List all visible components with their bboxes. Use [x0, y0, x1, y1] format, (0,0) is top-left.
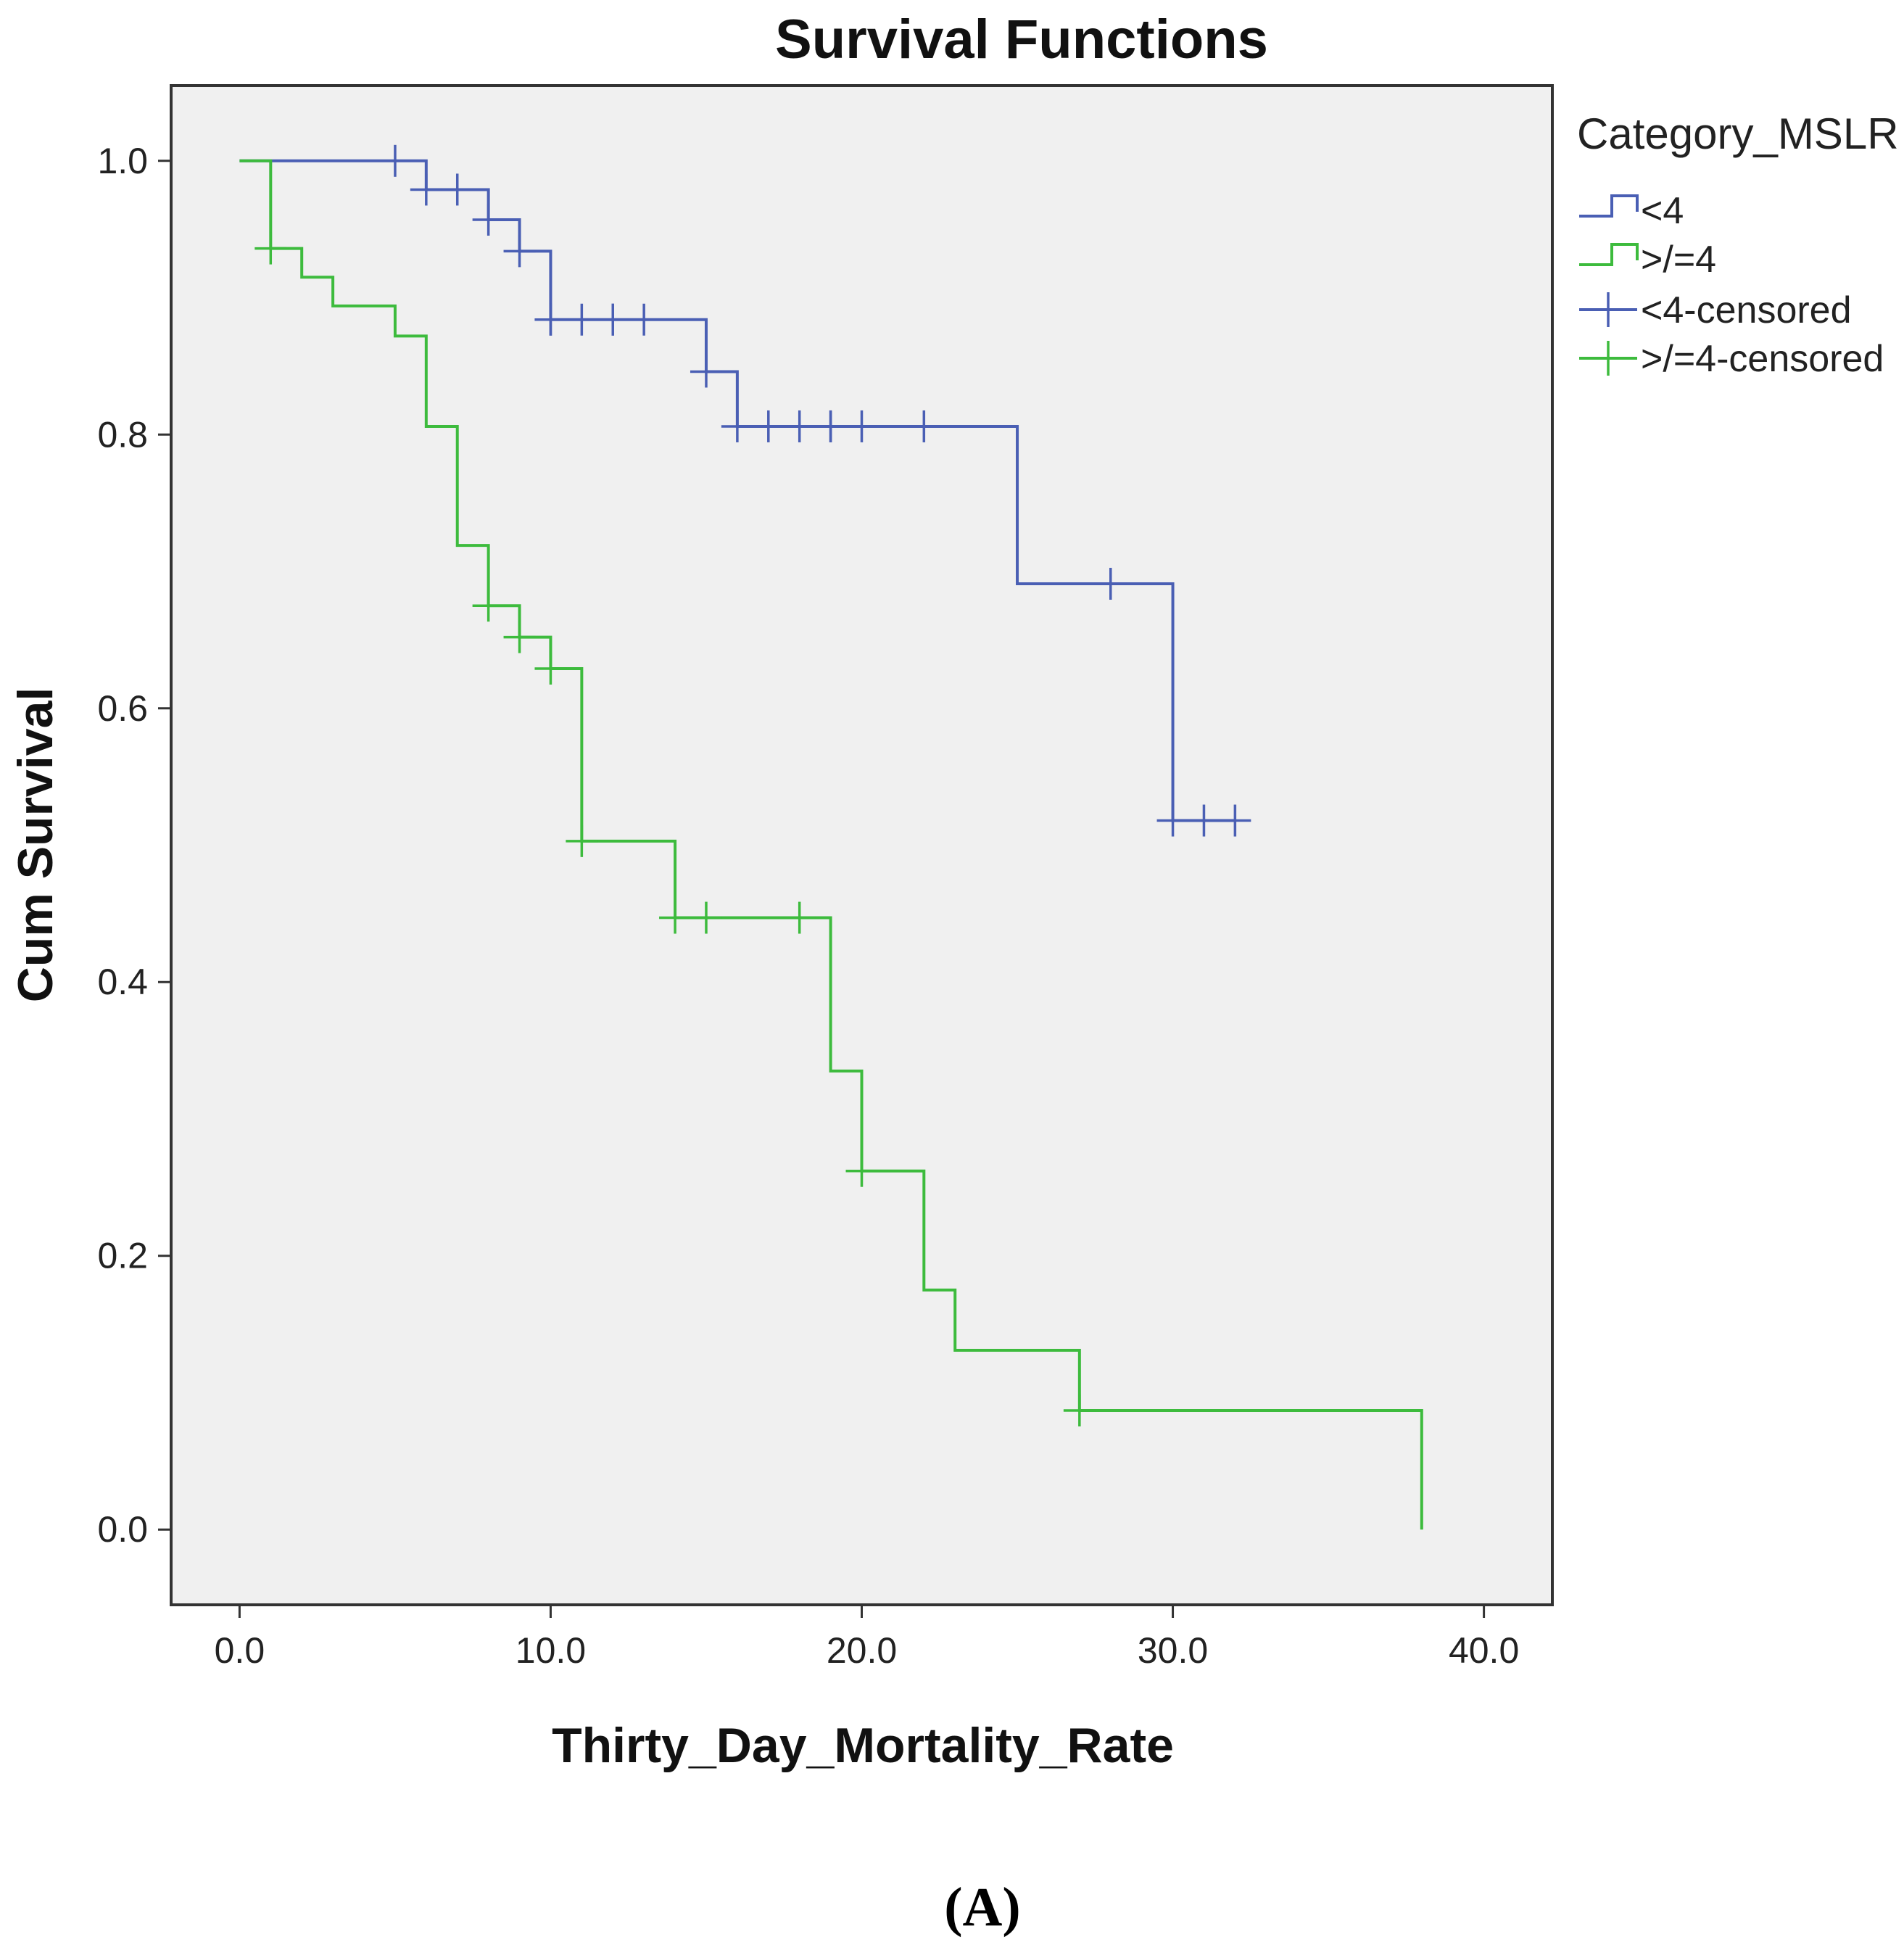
censor-mark-0 — [628, 303, 661, 336]
censor-mark-0 — [597, 303, 629, 336]
series-line-1 — [239, 159, 1423, 1530]
censor-mark-0 — [441, 173, 473, 206]
panel-label: (A) — [944, 1877, 1021, 1938]
series-lines — [239, 144, 1423, 1530]
y-tick-label: 0.8 — [97, 414, 148, 455]
censor-mark-1 — [783, 901, 816, 934]
censor-mark-1 — [503, 621, 536, 653]
censor-mark-0 — [1156, 804, 1189, 837]
censor-mark-1 — [534, 653, 567, 685]
axis-ticks: 0.0 10.0 20.0 30.0 40.0 0.0 0.2 0.4 0.6 0.8 1.0 — [97, 141, 1519, 1671]
legend-censor-label-1: >/=4-censored — [1641, 338, 1884, 380]
x-tick-label: 20.0 — [827, 1630, 897, 1671]
censor-mark-1 — [254, 232, 287, 265]
censor-mark-1 — [1063, 1394, 1096, 1426]
censor-mark-1 — [566, 825, 598, 857]
censor-mark-0 — [908, 410, 940, 442]
legend-line-swatch-0 — [1579, 194, 1639, 218]
censor-mark-0 — [814, 410, 847, 442]
y-tick-label: 0.4 — [97, 962, 148, 1002]
y-tick-label: 0.0 — [97, 1509, 148, 1550]
legend-censor-label-0: <4-censored — [1641, 289, 1852, 331]
censor-mark-0 — [690, 355, 722, 388]
y-tick-label: 0.2 — [97, 1236, 148, 1276]
y-axis-label: Cum Survival — [8, 687, 63, 1003]
censor-mark-0 — [783, 410, 816, 442]
censor-mark-0 — [721, 410, 753, 442]
legend-line-label-0: <4 — [1641, 190, 1684, 232]
x-tick-label: 10.0 — [516, 1630, 586, 1671]
x-tick-label: 30.0 — [1138, 1630, 1208, 1671]
chart-title: Survival Functions — [775, 9, 1268, 70]
y-tick-label: 0.6 — [97, 688, 148, 729]
censor-mark-1 — [845, 1154, 878, 1187]
y-tick-label: 1.0 — [97, 141, 148, 181]
censor-mark-1 — [472, 590, 505, 622]
censor-mark-1 — [690, 901, 722, 934]
legend: <4 >/=4 <4-censored >/=4-censored — [1579, 190, 1884, 380]
censor-mark-0 — [472, 203, 505, 236]
censor-mark-0 — [410, 173, 442, 206]
plot-area — [170, 84, 1554, 1606]
censor-mark-0 — [752, 410, 785, 442]
censor-mark-0 — [845, 410, 878, 442]
censor-mark-0 — [503, 235, 536, 268]
censor-mark-0 — [378, 144, 411, 177]
x-axis-label: Thirty_Day_Mortality_Rate — [552, 1718, 1174, 1773]
censor-mark-0 — [534, 303, 567, 336]
censor-mark-0 — [566, 303, 598, 336]
legend-line-label-1: >/=4 — [1641, 239, 1716, 281]
legend-line-swatch-1 — [1579, 243, 1639, 266]
censor-mark-0 — [1188, 804, 1220, 837]
x-tick-label: 0.0 — [215, 1630, 265, 1671]
legend-title: Category_MSLR — [1577, 110, 1899, 158]
x-tick-label: 40.0 — [1449, 1630, 1519, 1671]
censor-mark-0 — [1219, 804, 1251, 837]
censor-mark-1 — [659, 901, 692, 934]
censor-mark-0 — [1094, 568, 1127, 600]
